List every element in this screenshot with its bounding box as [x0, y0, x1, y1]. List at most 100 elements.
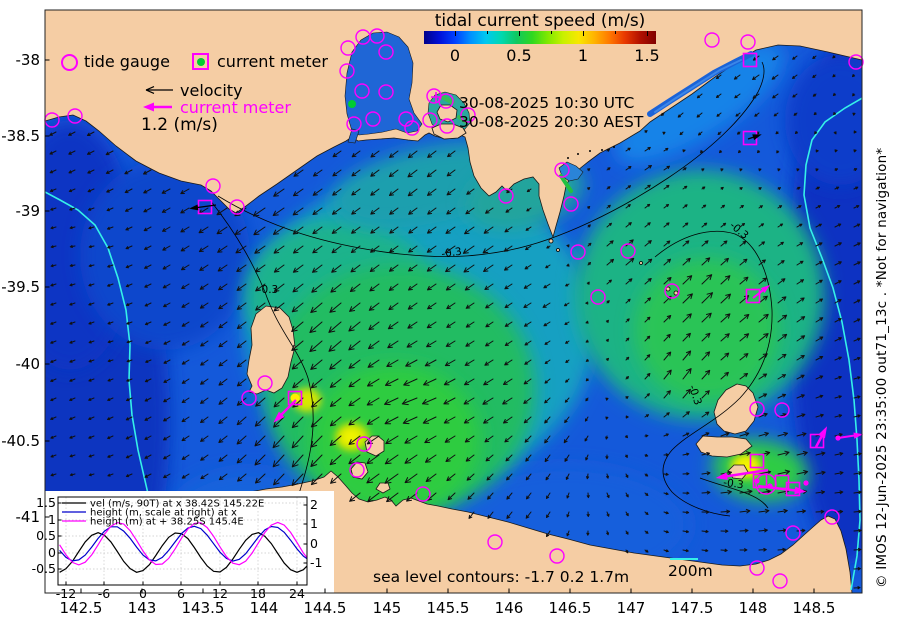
plus-marker [431, 92, 441, 102]
y-axis-tick-label: -41 [16, 508, 41, 526]
inset-background [42, 491, 334, 601]
inset-series [59, 521, 307, 566]
port-phillip-bay [344, 31, 423, 136]
speed-blob [615, 42, 785, 164]
tide-gauge-marker [439, 118, 455, 134]
islet [639, 261, 643, 265]
tide-gauge-marker [229, 199, 245, 215]
x-axis-tick-label: 146 [495, 599, 524, 617]
velocity-arrow-icon [145, 86, 173, 94]
depth-scale-label: 200m [668, 562, 713, 580]
rock [567, 157, 569, 159]
shallow-channel [440, 94, 455, 105]
tide-gauge-marker [422, 112, 438, 128]
tide-gauge-marker [404, 120, 420, 136]
timestamp-local: 30-08-2025 20:30 AEST [459, 113, 644, 131]
imos-watermark: © IMOS 12-Jun-2025 23:35:00 out71_13c . … [874, 147, 890, 588]
arrow-head [853, 432, 864, 439]
tide-gauge-marker [346, 116, 362, 132]
tide-gauge-marker [378, 44, 394, 60]
y-axis-tick-label: -38.5 [1, 127, 40, 145]
x-axis-tick-label: 145 [373, 599, 402, 617]
arrow-head [715, 472, 728, 481]
speed-blob [785, 55, 862, 185]
tide-gauge-marker [415, 486, 431, 502]
tide-gauge-marker [257, 375, 273, 391]
colorbar-minor-tick-mark [551, 31, 552, 34]
tide-gauge-marker [378, 84, 394, 100]
x-axis-tick-label: 146.5 [549, 599, 592, 617]
current-meter-icon [192, 53, 209, 70]
tide-gauge-marker [356, 436, 372, 452]
colorbar-tick-mark [583, 31, 584, 36]
tide-gauge-marker [749, 401, 765, 417]
tide-gauge-marker [774, 402, 790, 418]
tide-gauge-marker [67, 108, 83, 124]
inset-legend-label: height (m) at + 38.25S 145.4E [90, 517, 244, 528]
tide-gauge-marker [664, 283, 680, 299]
speed-blob [342, 429, 360, 445]
speed-blob [310, 365, 480, 515]
tide-gauge-marker [369, 28, 385, 44]
tide-gauge-marker [848, 54, 864, 70]
tide-gauge-marker [740, 34, 756, 50]
arrow-head [752, 134, 762, 141]
current-meter-dot-icon [196, 57, 205, 66]
tide-gauge-marker [354, 83, 370, 99]
tide-gauge-marker [785, 525, 801, 541]
x-axis-tick-label: 144.5 [304, 599, 347, 617]
port-phillip-entrance [347, 128, 360, 144]
current-meter-marker [742, 52, 758, 68]
inset-legend-label: vel (m/s, 90T) at x 38.42S 145.22E [90, 499, 264, 510]
tide-gauge-marker [340, 40, 356, 56]
x-axis-tick-label: 147.5 [671, 599, 714, 617]
contour-label: -0.3 [441, 246, 463, 261]
bays [344, 31, 754, 296]
tide-gauge-marker [749, 560, 765, 576]
tide-gauge-marker [365, 111, 381, 127]
sea-level-contours-note: sea level contours: -1.7 0.2 1.7m [373, 568, 630, 586]
meter-dot [803, 480, 809, 486]
meter-dot [754, 478, 760, 484]
x-axis-tick-label: 148 [739, 599, 768, 617]
speed-blob [80, 160, 250, 350]
inset-legend-label: height (m, scale at right) at x [90, 508, 237, 519]
current-meter-marker [749, 453, 765, 469]
current-meter-dot [348, 100, 356, 108]
islet [548, 238, 554, 244]
colorbar-tick-0-5: 0.5 [506, 46, 532, 65]
inset-left-tick-label: 0.5 [36, 528, 56, 543]
tide-gauge-marker [549, 548, 565, 564]
inset-curves [59, 521, 307, 573]
inset-right-tick-label: -1 [310, 555, 322, 570]
inset-right-tick-label: 1 [310, 516, 318, 531]
observation-markers [44, 28, 864, 589]
current-meter-marker [745, 288, 761, 304]
inset-left-tick-label: 1.5 [36, 495, 56, 510]
tide-gauge-marker [339, 63, 355, 79]
tide-gauge-marker [570, 244, 586, 260]
tide-gauge-marker [460, 107, 476, 123]
velocity-scale-label: 1.2 (m/s) [141, 115, 218, 135]
sea-level-contour [654, 230, 773, 517]
y-axis-tick-label: -40.5 [1, 432, 40, 450]
timestamp-utc: 30-08-2025 10:30 UTC [459, 94, 635, 112]
tide-gauge-legend-label: tide gauge [84, 52, 170, 71]
colorbar-tick-0: 0 [449, 46, 461, 65]
islet [556, 248, 560, 252]
sea-level-contour [217, 61, 765, 257]
tide-gauge-marker [590, 289, 606, 305]
y-axis-tick-label: -40 [16, 355, 41, 373]
current-meter-arrow-icon [143, 102, 172, 112]
rock [601, 149, 603, 151]
tide-gauge-marker [438, 93, 454, 109]
inset-left-tick-label: -0.5 [32, 561, 56, 576]
tide-gauge-marker [554, 162, 570, 178]
tide-gauge-marker [498, 188, 514, 204]
tide-gauge-marker [824, 509, 840, 525]
x-axis-tick-label: 148.5 [793, 599, 836, 617]
current-meter-legend-label: current meter [217, 52, 328, 71]
tide-gauge-marker [349, 462, 365, 478]
